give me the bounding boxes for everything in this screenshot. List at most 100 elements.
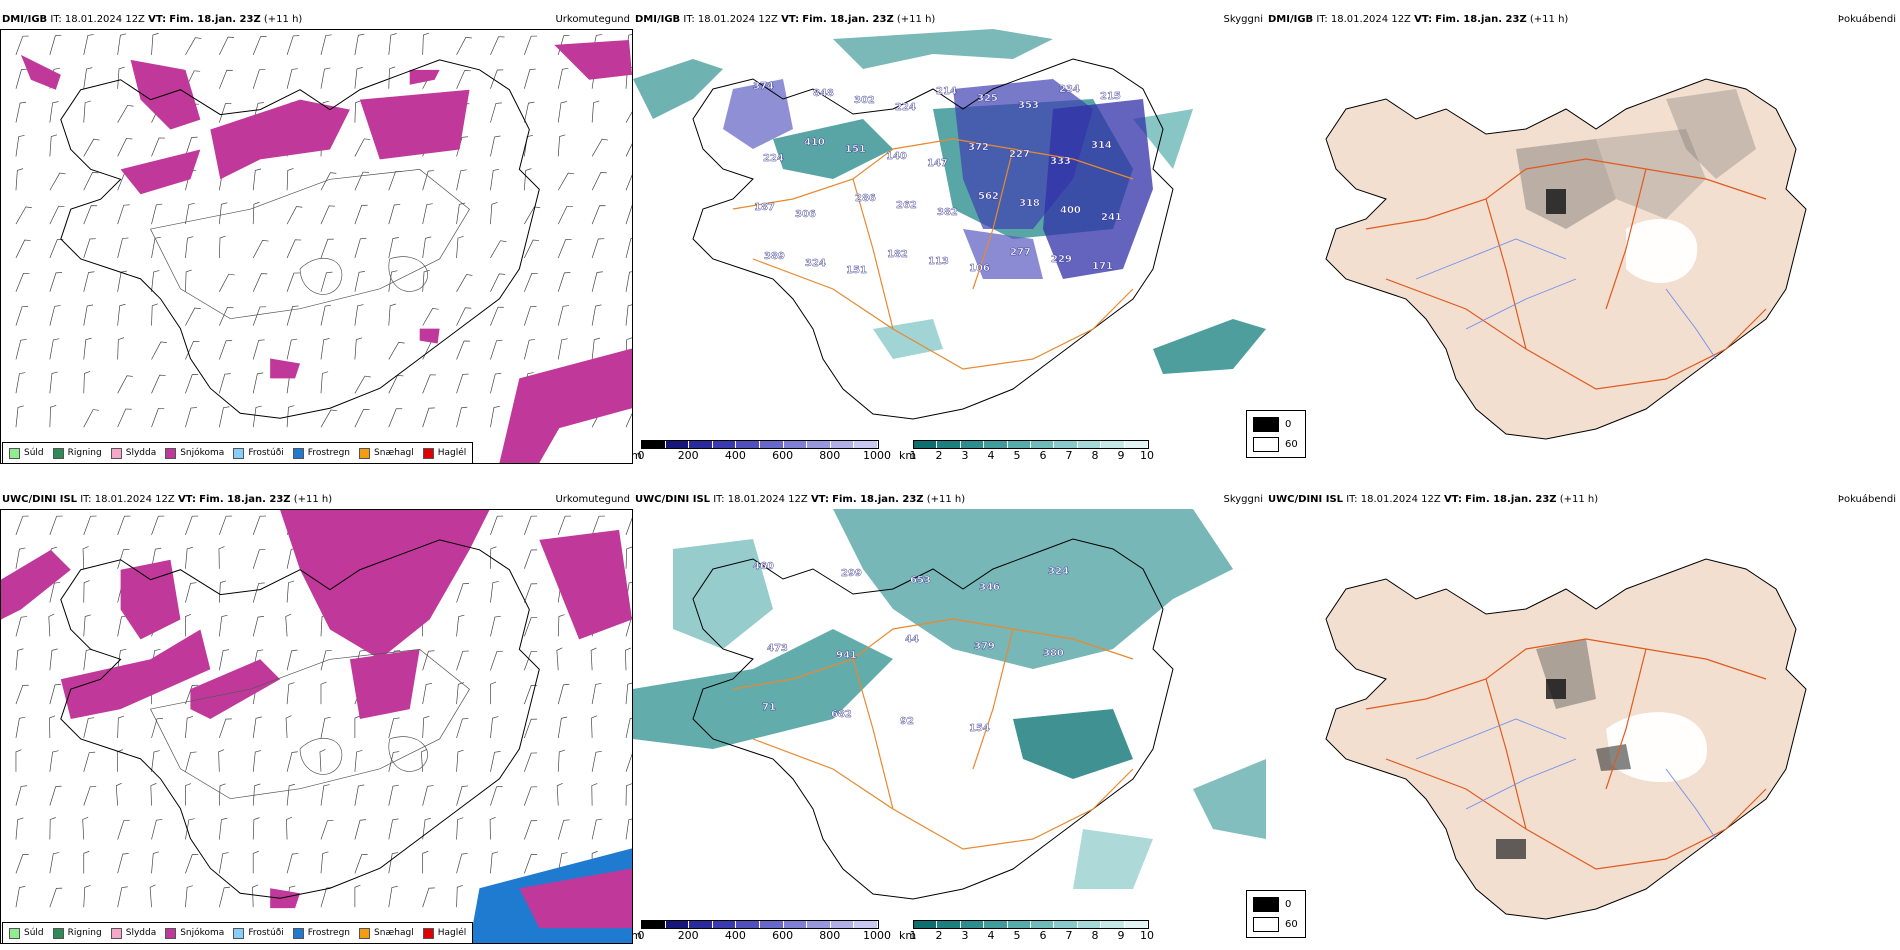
coastline — [692, 58, 1174, 420]
panel-header: DMI/IGB IT: 18.01.2024 12Z VT: Fim. 18.j… — [2, 14, 630, 28]
wind-barb — [422, 785, 434, 806]
wind-barb — [590, 647, 597, 671]
legend-item: Rigning — [52, 927, 102, 939]
colorbar-segment — [807, 441, 831, 448]
wind-barb — [456, 682, 465, 705]
colorbar-tick: 3 — [961, 449, 969, 462]
colorbar-segment — [807, 921, 831, 928]
wind-barb — [354, 67, 363, 89]
wind-barb — [490, 273, 506, 292]
wind-barb — [286, 405, 295, 428]
wind-barb — [422, 32, 430, 55]
wind-barb — [490, 36, 505, 56]
wind-barb — [185, 716, 193, 738]
cloudbase-label: 224 — [895, 102, 916, 113]
colorbar-segment — [1031, 441, 1055, 448]
wind-barb — [490, 69, 504, 89]
wind-barb — [524, 718, 538, 739]
wind-barb — [218, 886, 231, 908]
cloudbase-unit: m — [631, 449, 642, 462]
wind-barb — [252, 339, 265, 360]
wind-barb — [524, 854, 538, 874]
wind-barb — [286, 783, 296, 806]
wind-barb — [320, 409, 337, 428]
wind-barb — [422, 374, 437, 394]
wind-barb — [218, 102, 232, 123]
colorbar-segment — [984, 441, 1008, 448]
panel-title: Úrkomutegund — [555, 14, 630, 25]
wind-barb — [49, 338, 60, 360]
wind-barb — [286, 649, 298, 671]
wind-barb — [15, 239, 31, 259]
wind-barb — [49, 305, 61, 326]
wind-barb — [422, 715, 430, 738]
wind-barb — [388, 33, 397, 55]
wind-barb — [185, 407, 197, 428]
legend-item: Slydda — [110, 447, 156, 459]
wind-barb — [354, 237, 367, 259]
wind-barb — [388, 204, 401, 225]
wind-barb — [151, 303, 158, 326]
legend-swatch — [233, 927, 245, 939]
wind-barb — [252, 850, 259, 874]
wind-barb — [49, 272, 62, 292]
wind-barb — [456, 274, 473, 292]
colorbar-segment — [736, 441, 760, 448]
wind-barb — [252, 405, 262, 428]
cloudbase-label: 410 — [804, 137, 825, 148]
wind-barb — [15, 306, 29, 326]
wind-barb — [49, 134, 58, 157]
it-label: IT: — [1316, 14, 1328, 25]
snow-areas — [20, 39, 632, 463]
wind-barb — [15, 648, 24, 671]
wind-barb — [490, 581, 499, 603]
wind-barb — [625, 517, 632, 536]
legend-swatch — [52, 927, 64, 939]
wind-barb — [252, 273, 268, 292]
wind-barb — [591, 304, 602, 326]
cloudbase-label: 234 — [1059, 84, 1080, 95]
wind-barb — [218, 373, 231, 394]
cloud-map: 460 299 653 346 324 473 941 44 379 380 71 682 92 154 — [633, 509, 1266, 909]
wind-barb — [524, 786, 538, 806]
wind-barb — [388, 375, 404, 394]
wind-barb — [456, 749, 464, 772]
wind-barb — [83, 580, 90, 603]
cloudbase-label: 241 — [1101, 212, 1122, 223]
colorbar-tick: 600 — [772, 929, 794, 942]
legend-label: Rigning — [67, 928, 102, 938]
snow-area-se — [519, 868, 632, 929]
wind-barb — [252, 582, 265, 603]
roads — [732, 138, 1134, 370]
cloudbase-colorbar: m 0 200 400 600 800 1000 — [631, 440, 891, 462]
wind-barb — [15, 817, 24, 840]
wind-barb — [320, 371, 329, 394]
legend-item: Rigning — [52, 447, 102, 459]
visibility-areas — [633, 29, 1266, 374]
wind-barb — [151, 32, 159, 55]
wind-barb — [456, 136, 469, 157]
wind-barb — [185, 684, 199, 705]
cloudbase-bar — [641, 440, 879, 449]
fog-shading — [1516, 89, 1756, 283]
legend-label: Frostregn — [307, 448, 351, 458]
cloudbase-label: 227 — [1009, 149, 1030, 160]
it-label: IT: — [50, 14, 62, 25]
wind-barb — [185, 818, 195, 840]
wind-barb — [524, 752, 538, 772]
wind-barb — [117, 104, 134, 123]
colorbar-segment — [937, 441, 961, 448]
wind-barb — [185, 236, 194, 258]
wind-barb — [185, 546, 193, 569]
colorbar-tick: 200 — [677, 929, 699, 942]
vt-label: VT: — [1443, 494, 1462, 505]
wind-barb — [218, 783, 226, 806]
wind-barb — [388, 818, 399, 840]
wind-barb — [83, 337, 92, 360]
cloudbase-label: 682 — [831, 709, 852, 720]
wind-barb — [591, 205, 606, 225]
colorbar-tick: 800 — [819, 929, 841, 942]
wind-barb — [591, 337, 601, 360]
wind-barb — [354, 171, 369, 191]
cloudbase-label: 324 — [1048, 566, 1069, 577]
